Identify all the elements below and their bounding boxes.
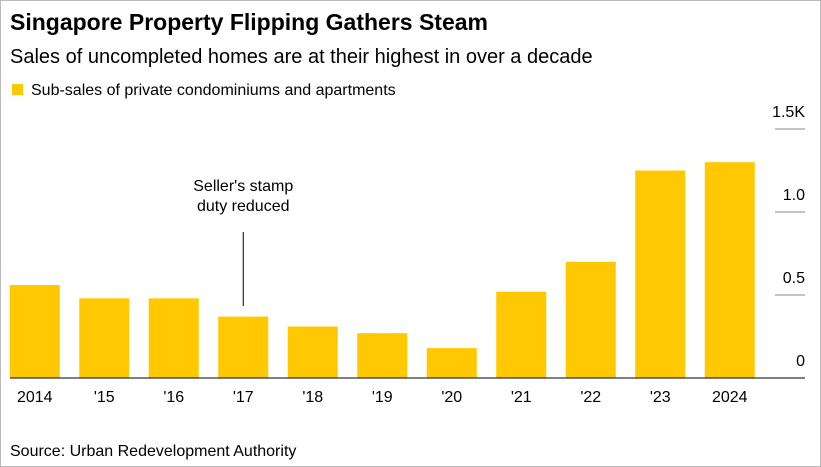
bar bbox=[565, 261, 616, 378]
x-tick-label: 2024 bbox=[712, 389, 748, 406]
chart-subtitle: Sales of uncompleted homes are at their … bbox=[10, 46, 593, 68]
source: Source: Urban Redevelopment Authority bbox=[10, 443, 296, 460]
y-tick-label: 0.5 bbox=[783, 270, 805, 287]
x-tick-label: '23 bbox=[650, 389, 671, 406]
chart-title: Singapore Property Flipping Gathers Stea… bbox=[10, 9, 488, 35]
annotation: duty reduced bbox=[197, 198, 290, 215]
x-tick-label: '15 bbox=[94, 389, 115, 406]
x-tick-label: '18 bbox=[302, 389, 323, 406]
y-tick-label: 1.0 bbox=[783, 187, 805, 204]
bar bbox=[287, 326, 338, 378]
x-tick-label: '17 bbox=[233, 389, 254, 406]
y-tick-label: 1.5K bbox=[772, 104, 805, 121]
x-tick-label: '16 bbox=[163, 389, 184, 406]
x-tick-label: 2014 bbox=[17, 389, 53, 406]
bar bbox=[704, 162, 755, 378]
bar bbox=[635, 170, 686, 378]
x-tick-label: '22 bbox=[580, 389, 601, 406]
bar bbox=[148, 298, 199, 378]
legend-swatch bbox=[12, 84, 23, 95]
y-tick-label: 0 bbox=[796, 353, 805, 370]
bar bbox=[218, 316, 269, 378]
bar bbox=[357, 333, 408, 378]
x-tick-label: '19 bbox=[372, 389, 393, 406]
bar bbox=[496, 291, 547, 378]
bar bbox=[9, 285, 60, 378]
legend-label: Sub-sales of private condominiums and ap… bbox=[31, 82, 396, 99]
bar bbox=[426, 348, 477, 378]
x-tick-label: '21 bbox=[511, 389, 532, 406]
x-tick-label: '20 bbox=[441, 389, 462, 406]
annotation: Seller's stamp bbox=[193, 178, 293, 195]
bar bbox=[79, 298, 130, 378]
